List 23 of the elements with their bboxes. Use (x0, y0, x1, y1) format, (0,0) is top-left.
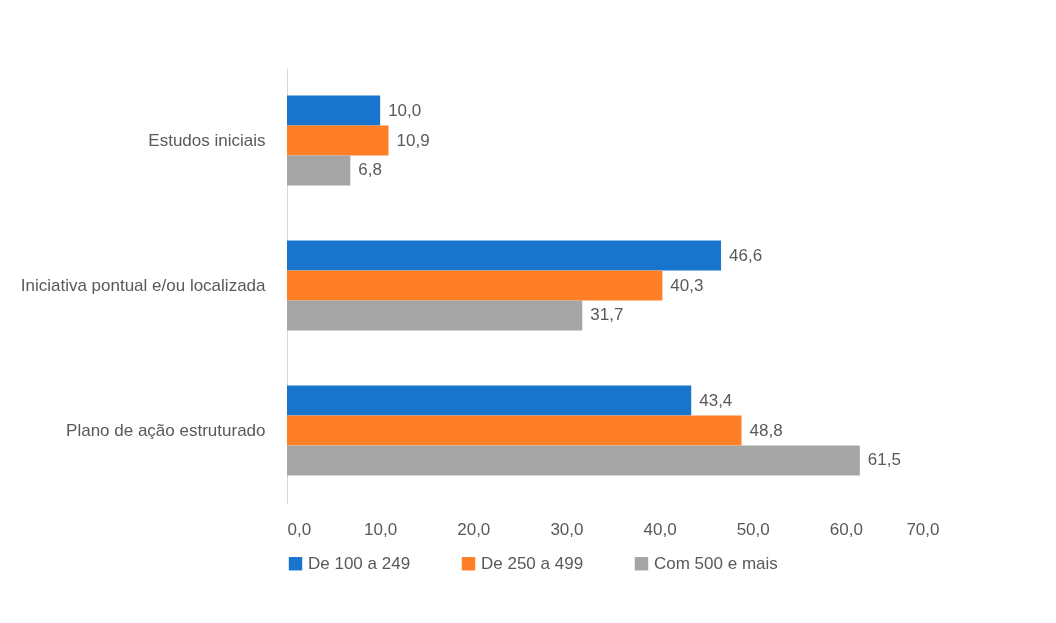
data-label: 6,8 (358, 160, 382, 180)
x-tick-label: 70,0 (906, 519, 940, 539)
legend-label: Com 500 e mais (654, 553, 778, 573)
x-tick-label: 30,0 (550, 519, 584, 539)
x-tick-label: 10,0 (364, 519, 398, 539)
x-tick-label: 20,0 (457, 519, 491, 539)
data-label: 31,7 (590, 305, 624, 325)
legend-label: De 100 a 249 (308, 553, 411, 573)
legend-label: De 250 a 499 (481, 553, 584, 573)
y-tick-label: Iniciativa pontual e/ou localizada (20, 275, 267, 295)
x-tick-label: 50,0 (736, 519, 770, 539)
data-label: 61,5 (867, 450, 901, 470)
x-tick-label: 60,0 (829, 519, 863, 539)
data-label: 40,3 (670, 275, 704, 295)
x-tick-label: 40,0 (643, 519, 677, 539)
data-label: 10,0 (388, 100, 422, 120)
y-tick-label: Estudos iniciais (148, 130, 266, 150)
data-label: 48,8 (749, 420, 783, 440)
data-label: 43,4 (699, 390, 733, 410)
data-label: 10,9 (396, 130, 430, 150)
data-label: 46,6 (729, 245, 763, 265)
y-tick-label: Plano de ação estruturado (66, 420, 266, 440)
x-tick-label: 0,0 (287, 519, 312, 539)
